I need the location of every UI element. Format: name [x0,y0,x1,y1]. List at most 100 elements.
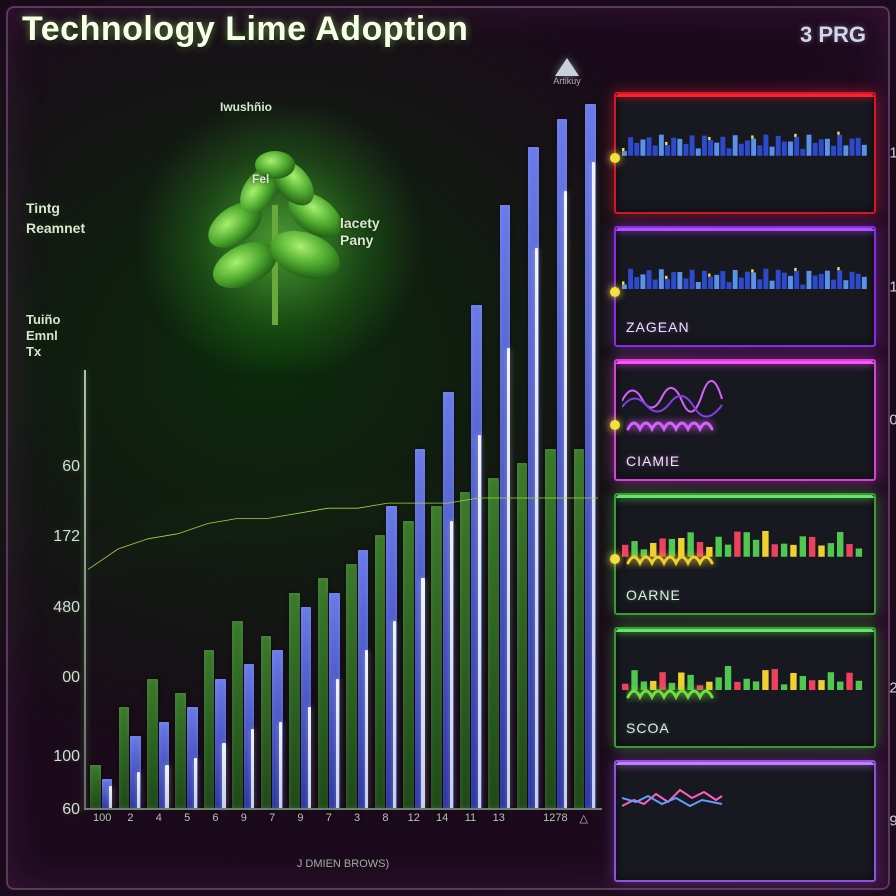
panel-topline [616,228,874,231]
scribble-icon [626,683,834,703]
y-tick: 172 [30,528,80,546]
bar-series-a [346,564,357,808]
label-emnl: Emnl [26,328,58,343]
bar-series-a [204,650,215,808]
bar-series-a [261,636,272,808]
bar-slot [116,90,142,808]
y-axis [84,370,86,810]
bar-slot [486,90,512,808]
side-panel: CIAMIE06 [614,359,876,481]
panel-value: 92 [889,813,896,830]
mini-chart [622,104,868,156]
bar-series-a [318,578,329,808]
x-label: △ [570,812,598,856]
bar-series-c [393,621,396,808]
x-labels: 1002456979738121411131278△ [88,812,598,856]
main-chart: Tintg Reamnet Tuiño Emnl Tx Iwushñio Fel… [20,80,602,870]
x-label: 5 [173,812,201,856]
x-axis [84,808,602,810]
bar-series-c [194,758,197,808]
bar-series-c [279,722,282,808]
side-panel: 15 [614,92,876,214]
corner-label: 3 PRG [800,22,866,48]
y-ticks: 601000048017260 [30,370,84,810]
bar-series-c [308,707,311,808]
side-panel: 92 [614,760,876,882]
bar-series-c [564,191,567,808]
bar-series-c [421,578,424,808]
bar-slot [202,90,228,808]
panel-label: CIAMIE [626,453,680,469]
x-label: 12 [400,812,428,856]
x-caption: J DMIEN BROWS) [88,858,598,870]
x-label: 4 [145,812,173,856]
x-label: 1278 [541,812,569,856]
x-label: 100 [88,812,116,856]
bar-series-c [478,435,481,808]
x-label: 11 [456,812,484,856]
bar-slot [259,90,285,808]
bar-slot [401,90,427,808]
panel-topline [616,361,874,364]
label-tx: Tx [26,344,41,359]
mini-chart [622,238,868,290]
bar-series-c [165,765,168,808]
bar-series-c [535,248,538,808]
bar-series-a [574,449,585,808]
x-label: 14 [428,812,456,856]
indicator-dot-icon [610,287,620,297]
bar-series-a [147,679,158,808]
y-tick: 60 [30,801,80,819]
bar-series-a [175,693,186,808]
x-label: 9 [286,812,314,856]
bar-slot [230,90,256,808]
bar-series-c [251,729,254,808]
panel-value: 28 [889,679,896,696]
label-tuino: Tuiño [26,312,60,327]
bar-slot [88,90,114,808]
bar-series-c [222,743,225,808]
side-panel: OARNE [614,493,876,615]
bar-series-c [137,772,140,808]
panel-value: 18 [889,278,896,295]
bar-slot [543,90,569,808]
bar-series-c [450,521,453,808]
bar-slot [571,90,597,808]
y-tick: 60 [30,458,80,476]
panel-label: SCOA [626,720,670,736]
bar-series-a [289,593,300,808]
bar-series-a [545,449,556,808]
bar-series-c [336,679,339,808]
label-tintg: Tintg [26,200,60,216]
bar-series [88,90,598,808]
indicator-dot-icon [610,554,620,564]
panel-topline [616,495,874,498]
indicator-dot-icon [610,153,620,163]
bar-slot [372,90,398,808]
panel-value: 15 [889,144,896,161]
panel-topline [616,762,874,765]
x-label: 3 [343,812,371,856]
bar-slot [458,90,484,808]
bar-series-c [592,162,595,808]
side-panel: ZAGEAN18 [614,226,876,348]
panel-topline [616,94,874,97]
y-tick: 480 [30,599,80,617]
bar-slot [429,90,455,808]
bar-series-c [507,348,510,808]
mini-chart [622,772,868,824]
scribble-icon [626,415,834,435]
panel-value: 06 [889,412,896,429]
bar-series-c [109,786,112,808]
x-label: 9 [230,812,258,856]
x-label [513,812,541,856]
bar-slot [316,90,342,808]
pointer-icon [555,58,579,76]
bar-series-a [431,506,442,808]
bar-series-a [517,463,528,808]
x-label: 7 [258,812,286,856]
bar-series-a [232,621,243,808]
x-label: 2 [116,812,144,856]
side-panel: SCOA28 [614,627,876,749]
bar-series-a [90,765,101,808]
